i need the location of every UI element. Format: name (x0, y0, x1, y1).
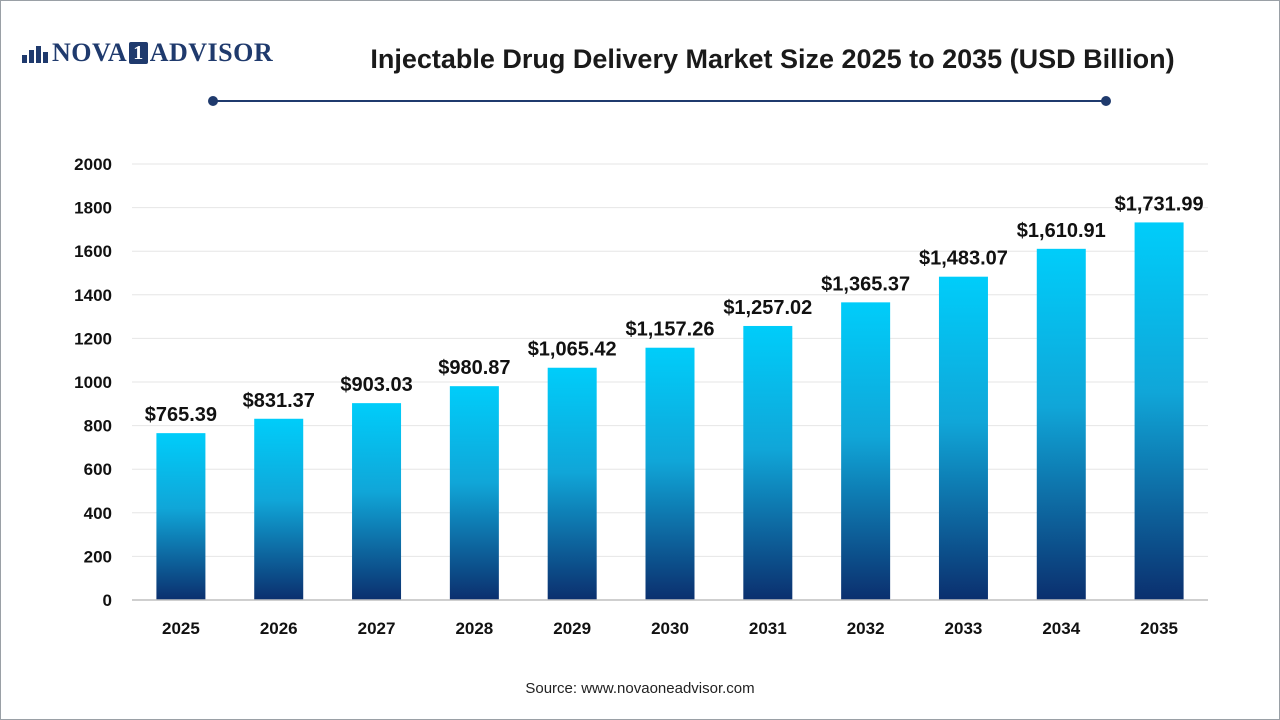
x-tick-label: 2025 (162, 619, 200, 638)
x-tick-label: 2030 (651, 619, 689, 638)
x-tick-label: 2033 (945, 619, 983, 638)
data-label-2031: $1,257.02 (723, 297, 812, 319)
data-label-2029: $1,065.42 (528, 339, 617, 361)
x-tick-label: 2032 (847, 619, 885, 638)
bar-2028 (449, 386, 499, 600)
underline-right-dot (1101, 96, 1111, 106)
chart-title: Injectable Drug Delivery Market Size 202… (370, 44, 1175, 74)
x-tick-label: 2031 (749, 619, 787, 638)
data-label-2032: $1,365.37 (821, 273, 910, 295)
y-tick-label: 1000 (74, 373, 112, 392)
x-tick-label: 2026 (260, 619, 298, 638)
y-tick-label: 600 (84, 460, 112, 479)
underline-left-dot (208, 96, 218, 106)
data-label-2027: $903.03 (340, 374, 412, 396)
data-label-2033: $1,483.07 (919, 248, 1008, 270)
brand-part1: NOVA (52, 38, 128, 67)
y-tick-label: 800 (84, 417, 112, 436)
data-label-2035: $1,731.99 (1115, 193, 1204, 215)
y-tick-label: 200 (84, 547, 112, 566)
bars (156, 222, 1184, 600)
bar-2030 (645, 347, 695, 600)
bar-2034 (1036, 248, 1086, 600)
data-label-2030: $1,157.26 (626, 319, 715, 341)
bar-2033 (938, 276, 988, 600)
bar-2032 (841, 302, 891, 600)
y-tick-label: 1800 (74, 199, 112, 218)
x-tick-label: 2028 (455, 619, 493, 638)
x-tick-label: 2029 (553, 619, 591, 638)
bar-2035 (1134, 222, 1184, 600)
x-axis: 2025 2026 2027 2028 2029 2030 2031 2032 2033 2034… (132, 599, 1208, 638)
data-label-2025: $765.39 (145, 404, 217, 426)
y-axis: 0 200 400 600 800 1000 1200 1400 1600 1800 2000 (74, 155, 112, 610)
y-tick-label: 2000 (74, 155, 112, 174)
brand-box: 1 (129, 42, 148, 64)
y-tick-label: 0 (103, 591, 112, 610)
bar-2025 (156, 433, 206, 600)
x-tick-label: 2034 (1042, 619, 1080, 638)
bar-2029 (547, 367, 597, 600)
y-tick-label: 400 (84, 504, 112, 523)
x-tick-label: 2035 (1140, 619, 1178, 638)
brand-logo: NOVA 1 ADVISOR (22, 36, 273, 70)
x-tick-label: 2027 (358, 619, 396, 638)
bar-graph-icon (22, 46, 48, 63)
data-labels: $765.39 $831.37 $903.03 $980.87 $1,065.42 $1,… (145, 193, 1204, 426)
bar-2027 (352, 403, 402, 600)
y-tick-label: 1600 (74, 242, 112, 261)
data-label-2026: $831.37 (243, 390, 315, 412)
title-underline (213, 100, 1106, 102)
bar-2031 (743, 325, 793, 600)
data-label-2028: $980.87 (438, 357, 510, 379)
y-tick-label: 1200 (74, 329, 112, 348)
y-tick-label: 1400 (74, 286, 112, 305)
brand-name: NOVA 1 ADVISOR (52, 38, 273, 68)
data-label-2034: $1,610.91 (1017, 220, 1106, 242)
brand-part2: ADVISOR (149, 38, 274, 67)
source-note: Source: www.novaoneadvisor.com (525, 680, 755, 697)
bar-2026 (254, 418, 304, 600)
